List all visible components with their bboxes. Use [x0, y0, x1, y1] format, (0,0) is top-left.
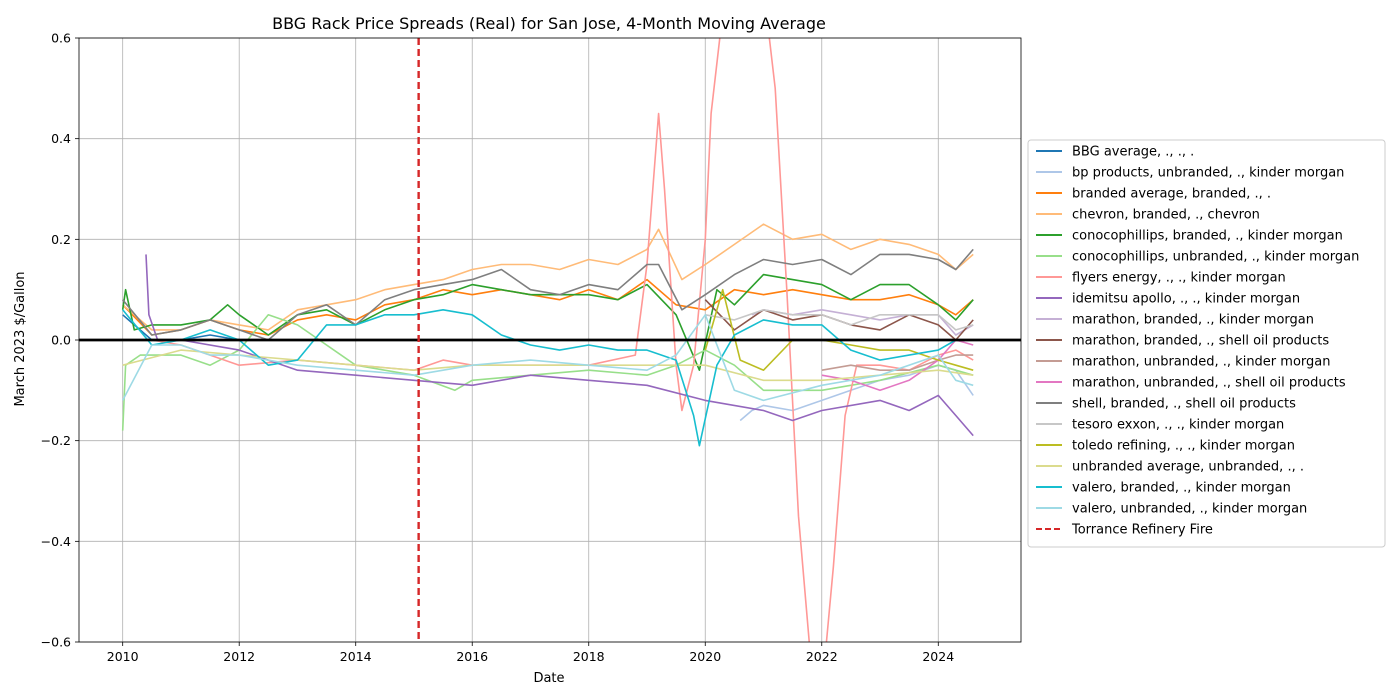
x-tick-label: 2016 [456, 649, 488, 664]
series-line [145, 254, 974, 437]
x-axis-label: Date [533, 671, 564, 686]
y-tick-label: 0.4 [51, 131, 71, 146]
series-line [122, 309, 974, 447]
legend-entry-label: tesoro exxon, ., ., kinder morgan [1072, 418, 1284, 433]
plot-area [79, 38, 1021, 642]
legend-entry-label: marathon, branded, ., kinder morgan [1072, 313, 1314, 328]
legend-entry-label: bp products, unbranded, ., kinder morgan [1072, 166, 1344, 181]
series-line [121, 314, 974, 402]
series-line [704, 299, 974, 341]
legend-entry-label: branded average, branded, ., . [1072, 187, 1271, 202]
legend-entry-label: valero, branded, ., kinder morgan [1072, 481, 1291, 496]
legend-entry-label: marathon, branded, ., shell oil products [1072, 334, 1329, 349]
legend-entry-label: valero, unbranded, ., kinder morgan [1072, 502, 1307, 517]
series-line [705, 309, 974, 331]
series-line [122, 223, 974, 331]
x-tick-label: 2020 [689, 649, 721, 664]
legend-entry-label: marathon, unbranded, ., kinder morgan [1072, 355, 1330, 370]
legend-entry-label: conocophillips, branded, ., kinder morga… [1072, 229, 1343, 244]
x-tick-label: 2024 [922, 649, 954, 664]
legend-box [1027, 139, 1386, 548]
x-tick-label: 2022 [806, 649, 838, 664]
series-line [821, 354, 974, 371]
legend-entry-label: flyers energy, ., ., kinder morgan [1072, 271, 1286, 286]
axes-frame [78, 37, 1022, 643]
y-tick-label: 0.0 [51, 333, 71, 348]
series-line [704, 288, 974, 371]
axes: 2010 2012 2014 2016 2018 2020 2022 2024 −0.6 −0.4… [41, 31, 1022, 664]
legend: BBG average, ., ., . bp products, unbrand… [1027, 139, 1386, 548]
x-tick-label: 2012 [223, 649, 255, 664]
legend-entry-label: conocophillips, unbranded, ., kinder mor… [1072, 250, 1359, 265]
chart-title: BBG Rack Price Spreads (Real) for San Jo… [272, 14, 826, 33]
legend-entry-label: marathon, unbranded, ., shell oil produc… [1072, 376, 1346, 391]
legend-entry-label: chevron, branded, ., chevron [1072, 208, 1260, 223]
series-line [122, 349, 974, 382]
legend-entry-label: idemitsu apollo, ., ., kinder morgan [1072, 292, 1300, 307]
x-tick-label: 2018 [573, 649, 605, 664]
series-line [122, 248, 974, 341]
y-tick-label: −0.4 [41, 534, 71, 549]
y-tick-label: 0.6 [51, 31, 71, 46]
series-line [121, 314, 974, 431]
series-line [121, 273, 974, 371]
y-axis-label: March 2023 $/Gallon [13, 271, 28, 406]
series-line [821, 339, 974, 392]
legend-entry-label: unbranded average, unbranded, ., . [1072, 460, 1304, 475]
x-tick-label: 2010 [107, 649, 139, 664]
legend-entry-label: shell, branded, ., shell oil products [1072, 397, 1296, 412]
y-tick-label: −0.2 [41, 433, 71, 448]
legend-entry-label: toledo refining, ., ., kinder morgan [1072, 439, 1295, 454]
y-tick-label: −0.6 [41, 635, 71, 650]
legend-entry-label: BBG average, ., ., . [1072, 145, 1194, 160]
x-tick-label: 2014 [340, 649, 372, 664]
legend-entry-label: Torrance Refinery Fire [1071, 523, 1213, 538]
y-tick-label: 0.2 [51, 232, 71, 247]
